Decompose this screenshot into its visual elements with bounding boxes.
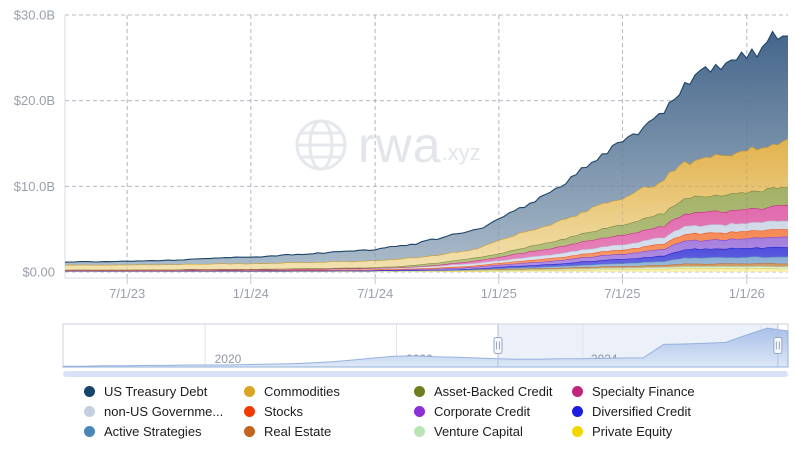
legend-label: Real Estate [264, 424, 332, 439]
legend-item-active_strategies[interactable]: Active Strategies [84, 423, 244, 440]
y-axis-label: $0.00 [22, 265, 55, 280]
legend-label: US Treasury Debt [104, 384, 208, 399]
series-area-non_us_government[interactable] [65, 220, 788, 271]
navigator-handle-right[interactable] [773, 337, 783, 354]
chart-legend: US Treasury Debt Commodities Asset-Backed … [84, 383, 742, 440]
legend-item-specialty_finance[interactable]: Specialty Finance [572, 383, 742, 400]
series-area-commodities[interactable] [65, 138, 788, 270]
legend-label: Active Strategies [104, 424, 202, 439]
legend-dot-specialty_finance [572, 386, 583, 397]
legend-dot-stocks [244, 406, 255, 417]
legend-dot-asset_backed_credit [414, 386, 425, 397]
series-area-diversified_credit[interactable] [65, 246, 788, 271]
series-area-stocks[interactable] [65, 229, 788, 271]
stacked-series [64, 30, 789, 272]
legend-item-us_treasury[interactable]: US Treasury Debt [84, 383, 244, 400]
series-area-asset_backed_credit[interactable] [65, 187, 788, 270]
legend-dot-commodities [244, 386, 255, 397]
legend-item-diversified_credit[interactable]: Diversified Credit [572, 403, 742, 420]
series-area-specialty_finance[interactable] [65, 204, 788, 270]
legend-item-corporate_credit[interactable]: Corporate Credit [414, 403, 572, 420]
navigator-area [62, 327, 789, 368]
series-area-corporate_credit[interactable] [65, 236, 788, 271]
legend-item-stocks[interactable]: Stocks [244, 403, 414, 420]
legend-label: Commodities [264, 384, 340, 399]
navigator-scrollbar[interactable] [63, 371, 788, 377]
x-axis-label: 1/1/24 [233, 286, 269, 301]
y-axis-label: $30.0B [14, 8, 55, 23]
legend-dot-corporate_credit [414, 406, 425, 417]
legend-item-commodities[interactable]: Commodities [244, 383, 414, 400]
legend-label: Corporate Credit [434, 404, 531, 419]
navigator-handle-left[interactable] [493, 337, 503, 354]
legend-dot-us_treasury [84, 386, 95, 397]
range-navigator[interactable]: 2020202220242... [0, 320, 795, 380]
legend-label: Venture Capital [434, 424, 523, 439]
series-area-private_equity[interactable] [65, 268, 788, 272]
x-axis-label: 1/1/25 [481, 286, 517, 301]
legend-label: Asset-Backed Credit [434, 384, 553, 399]
y-axis-label: $10.0B [14, 179, 55, 194]
legend-item-private_equity[interactable]: Private Equity [572, 423, 742, 440]
x-axis-label: 7/1/24 [357, 286, 393, 301]
legend-label: Stocks [264, 404, 304, 419]
series-area-us_treasury[interactable] [65, 31, 788, 266]
y-axis-label: $20.0B [14, 93, 55, 108]
series-line-us_treasury [64, 30, 789, 263]
x-axis-label: 7/1/23 [109, 286, 145, 301]
legend-dot-non_us_government [84, 406, 95, 417]
legend-label: Private Equity [592, 424, 673, 439]
legend-item-venture_capital[interactable]: Venture Capital [414, 423, 572, 440]
legend-dot-active_strategies [84, 426, 95, 437]
legend-label: Specialty Finance [592, 384, 695, 399]
legend-dot-private_equity [572, 426, 583, 437]
x-axis-label: 1/1/26 [729, 286, 765, 301]
legend-item-real_estate[interactable]: Real Estate [244, 423, 414, 440]
legend-dot-diversified_credit [572, 406, 583, 417]
legend-item-non_us_government[interactable]: non-US Governme... [84, 403, 244, 420]
series-area-active_strategies[interactable] [65, 256, 788, 271]
x-axis-label: 7/1/25 [604, 286, 640, 301]
legend-item-asset_backed_credit[interactable]: Asset-Backed Credit [414, 383, 572, 400]
main-chart-plot[interactable]: $30.0B $20.0B $10.0B $0.00 7/1/23 1/1/24 7/1/2… [0, 0, 795, 312]
legend-label: Diversified Credit [592, 404, 691, 419]
legend-dot-venture_capital [414, 426, 425, 437]
legend-dot-real_estate [244, 426, 255, 437]
navigator-year-label: 2020 [215, 352, 242, 366]
legend-label: non-US Governme... [104, 404, 224, 419]
